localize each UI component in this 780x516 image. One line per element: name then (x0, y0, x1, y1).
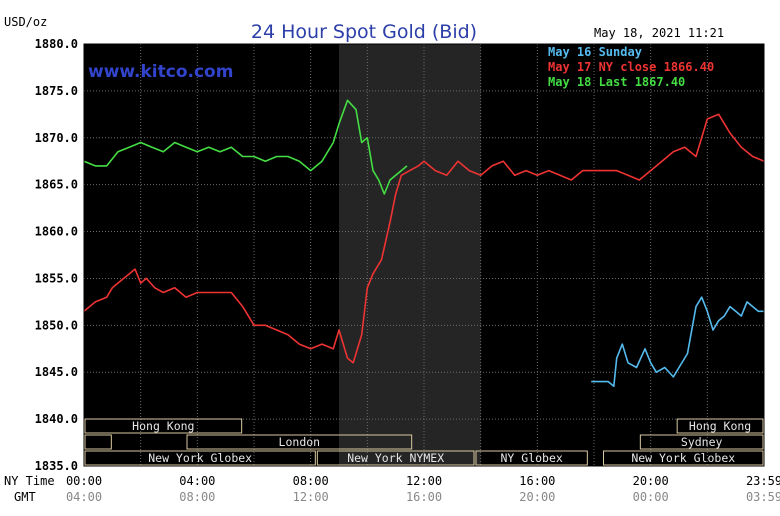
series-lines (83, 99, 765, 388)
session-box (84, 450, 316, 466)
y-tick-label: 1835.0 (35, 459, 78, 473)
session-label: Sydney (681, 435, 723, 449)
series-line-0 (591, 296, 764, 388)
x-tick-label-gmt: 04:00 (66, 490, 102, 504)
x-tick-label-gmt: 20:00 (519, 490, 555, 504)
session-label: New York Globex (148, 451, 252, 465)
legend-entry-may18: May 18 Last 1867.40 (548, 75, 685, 89)
session-box (84, 434, 112, 450)
y-tick-label: 1840.0 (35, 412, 78, 426)
x-tick-label-gmt: 12:00 (293, 490, 329, 504)
session-label: Hong Kong (132, 419, 194, 433)
y-axis-label: USD/oz (4, 15, 47, 29)
y-tick-label: 1865.0 (35, 178, 78, 192)
ny-time-row-label: NY Time (4, 474, 55, 488)
session-label: New York Globex (631, 451, 735, 465)
x-tick-label-gmt: 08:00 (179, 490, 215, 504)
plot-frame (83, 43, 765, 467)
y-tick-label: 1845.0 (35, 365, 78, 379)
legend: May 16 Sunday May 17 NY close 1866.40 Ma… (548, 45, 714, 89)
legend-entry-may16: May 16 Sunday (548, 45, 642, 59)
session-label: NY Globex (501, 451, 563, 465)
session-box (676, 418, 764, 434)
plot-area: Hong Kong Hong Kong London Sydney New York G… (83, 44, 765, 466)
session-box (639, 434, 764, 450)
gmt-row-label: GMT (14, 490, 36, 504)
x-tick-label-gmt: 03:59 (746, 490, 780, 504)
x-tick-label-gmt: 16:00 (406, 490, 442, 504)
grid-lines (84, 44, 764, 466)
y-tick-label: 1880.0 (35, 37, 78, 51)
session-box (84, 418, 243, 434)
session-label: London (279, 435, 321, 449)
axes: 1880.0 1875.0 1870.0 1865.0 1860.0 1855.0 1850… (35, 37, 780, 504)
series-line-2 (83, 99, 408, 195)
x-tick-label-ny: 20:00 (633, 474, 669, 488)
x-tick-label-ny: 00:00 (66, 474, 102, 488)
x-tick-label-ny: 23:59 (746, 474, 780, 488)
chart-timestamp: May 18, 2021 11:21 (594, 26, 724, 40)
session-box (603, 450, 764, 466)
series-line-1 (83, 113, 765, 364)
session-box (475, 450, 588, 466)
highlight-band (339, 44, 481, 466)
x-tick-label-ny: 04:00 (179, 474, 215, 488)
y-tick-label: 1875.0 (35, 84, 78, 98)
y-tick-label: 1850.0 (35, 318, 78, 332)
legend-entry-may17: May 17 NY close 1866.40 (548, 60, 714, 74)
session-box (316, 450, 475, 466)
x-tick-label-ny: 08:00 (293, 474, 329, 488)
x-tick-label-ny: 12:00 (406, 474, 442, 488)
x-tick-label-gmt: 00:00 (633, 490, 669, 504)
session-box (186, 434, 413, 450)
market-sessions: Hong Kong Hong Kong London Sydney New York G… (84, 418, 764, 466)
y-tick-label: 1860.0 (35, 225, 78, 239)
y-tick-label: 1855.0 (35, 271, 78, 285)
chart-title: 24 Hour Spot Gold (Bid) (251, 21, 477, 43)
watermark: www.kitco.com (88, 62, 233, 82)
y-tick-label: 1870.0 (35, 131, 78, 145)
x-tick-label-ny: 16:00 (519, 474, 555, 488)
session-label: New York NYMEX (347, 451, 444, 465)
session-label: Hong Kong (689, 419, 751, 433)
